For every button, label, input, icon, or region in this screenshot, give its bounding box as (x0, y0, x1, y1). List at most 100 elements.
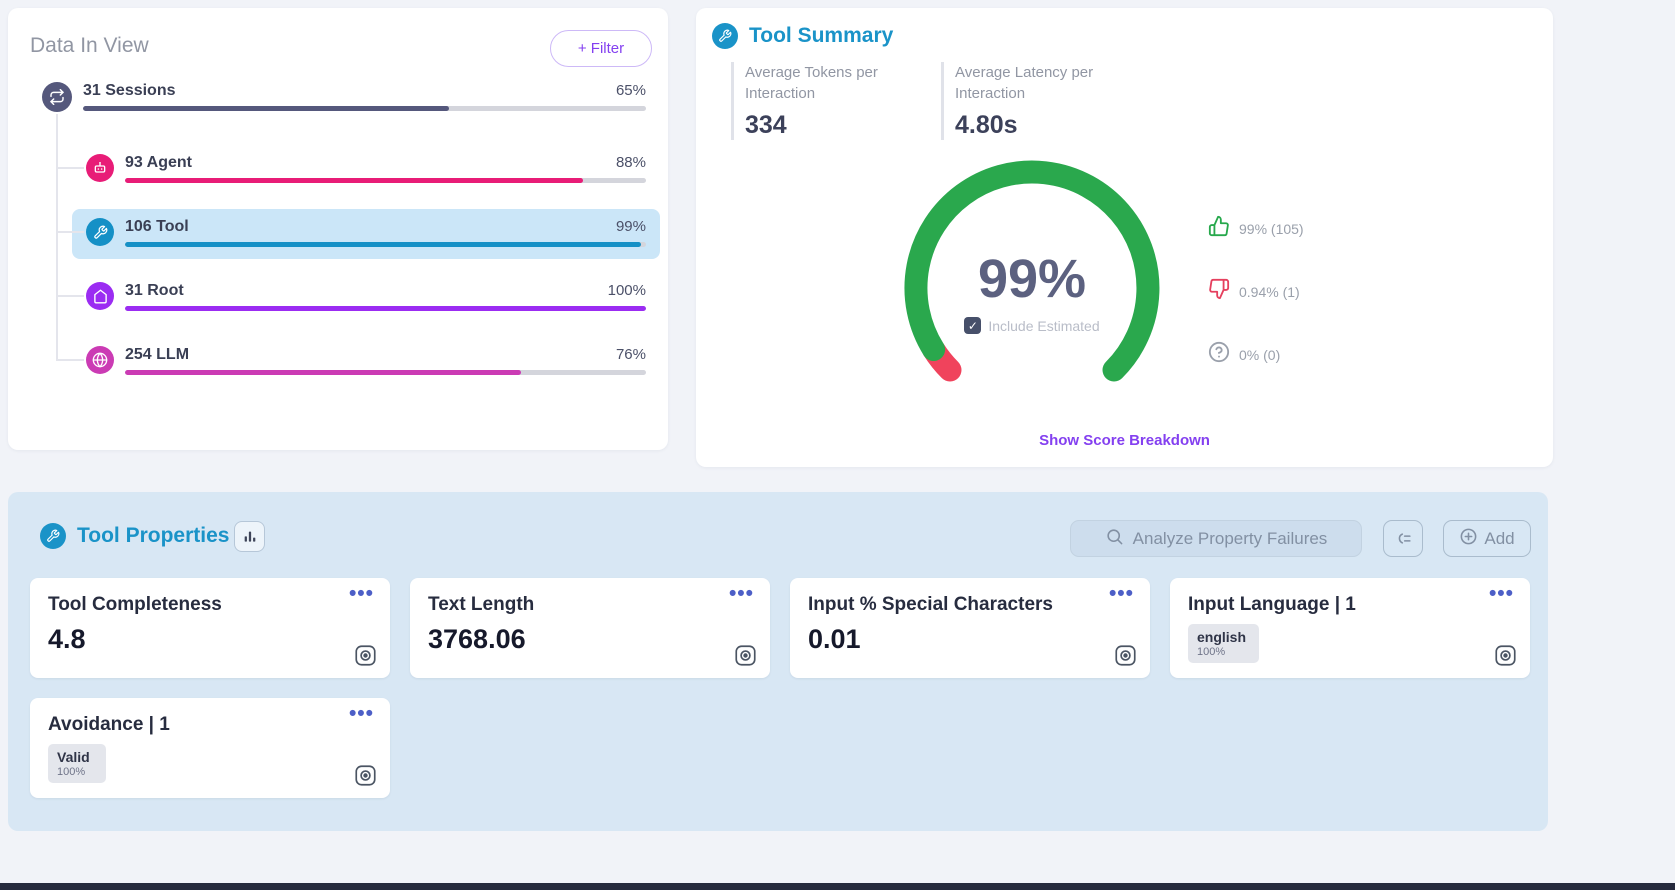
card-menu-button[interactable]: ••• (728, 582, 754, 605)
badge-label: english (1197, 629, 1247, 645)
property-metric-icon[interactable] (1115, 645, 1136, 666)
gauge-green-arc (904, 160, 1160, 382)
property-card-title: Input Language | 1 (1188, 594, 1356, 615)
bottom-window-edge (0, 883, 1675, 890)
root-icon (86, 282, 114, 310)
property-card-title: Tool Completeness (48, 594, 222, 615)
analyze-button-label: Analyze Property Failures (1132, 528, 1328, 548)
score-value: 99% (977, 249, 1087, 309)
property-card-text-length[interactable]: Text Length ••• 3768.06 (410, 578, 770, 678)
progress-track (83, 106, 646, 111)
progress-fill (125, 370, 521, 375)
card-menu-button[interactable]: ••• (348, 702, 374, 725)
property-card-tool-completeness[interactable]: Tool Completeness ••• 4.8 (30, 578, 390, 678)
data-in-view-title: Data In View (30, 34, 149, 57)
tree-row-percent: 99% (615, 218, 646, 235)
tool-icon (40, 523, 66, 549)
selected-row-highlight (72, 209, 660, 259)
tool-summary-panel: Tool Summary Average Tokens per Interact… (696, 8, 1553, 467)
tree-connector (56, 114, 58, 361)
feedback-unknown: 0% (0) (1208, 341, 1304, 368)
tree-row-tool[interactable]: 106 Tool 99% (86, 218, 646, 247)
property-card-title: Input % Special Characters (808, 594, 1053, 615)
card-menu-button[interactable]: ••• (1488, 582, 1514, 605)
llm-icon (86, 346, 114, 374)
badge-percent: 100% (57, 766, 86, 778)
tree-row-percent: 88% (615, 154, 646, 171)
property-card-input-special-characters[interactable]: Input % Special Characters ••• 0.01 (790, 578, 1150, 678)
show-score-breakdown-link[interactable]: Show Score Breakdown (1039, 432, 1210, 449)
include-estimated-label: Include Estimated (988, 317, 1100, 334)
tool-summary-title: Tool Summary (749, 24, 894, 47)
tool-properties-panel: Tool Properties Analyze Property Failure… (8, 492, 1548, 831)
property-card-value: 3768.06 (428, 624, 526, 654)
stat-value: 334 (745, 111, 787, 139)
tool-icon (712, 23, 738, 49)
filter-button[interactable]: + Filter (550, 30, 652, 67)
property-value-badge: Valid 100% (48, 744, 106, 783)
property-card-title: Avoidance | 1 (48, 714, 170, 735)
tree-connector (56, 295, 84, 297)
thumbs-down-icon (1208, 278, 1230, 305)
tool-summary-header: Tool Summary (712, 23, 893, 49)
feedback-legend: 99% (105) 0.94% (1) 0% (0) (1208, 215, 1304, 368)
card-menu-button[interactable]: ••• (1108, 582, 1134, 605)
list-collapse-icon[interactable] (1383, 520, 1423, 557)
add-property-button[interactable]: Add (1443, 520, 1531, 557)
feedback-label: 0.94% (1) (1239, 283, 1300, 300)
search-icon (1105, 527, 1124, 551)
progress-track (125, 306, 646, 311)
tree-row-label: 254 LLM (125, 346, 190, 363)
tool-icon (86, 218, 114, 246)
property-metric-icon[interactable] (1495, 645, 1516, 666)
badge-percent: 100% (1197, 646, 1226, 658)
stat-average-latency: Average Latency per Interaction 4.80s (941, 62, 1110, 140)
tree-row-label: 93 Agent (125, 154, 192, 171)
property-metric-icon[interactable] (355, 765, 376, 786)
tool-properties-title: Tool Properties (77, 524, 230, 547)
feedback-positive: 99% (105) (1208, 215, 1304, 242)
stat-label: Average Tokens per Interaction (745, 64, 878, 102)
tree-row-agent[interactable]: 93 Agent 88% (86, 154, 646, 183)
tree-row-percent: 100% (607, 282, 646, 299)
property-metric-icon[interactable] (355, 645, 376, 666)
stat-label: Average Latency per Interaction (955, 64, 1094, 102)
progress-track (125, 242, 646, 247)
feedback-negative: 0.94% (1) (1208, 278, 1304, 305)
tree-row-llm[interactable]: 254 LLM 76% (86, 346, 646, 375)
stat-value: 4.80s (955, 111, 1018, 139)
stat-average-tokens: Average Tokens per Interaction 334 (731, 62, 900, 140)
include-estimated-checkbox[interactable]: ✓ (964, 317, 982, 334)
tree-row-root[interactable]: 31 Root 100% (86, 282, 646, 311)
property-card-avoidance[interactable]: Avoidance | 1 ••• Valid 100% (30, 698, 390, 798)
tree-row-label: 31 Sessions (83, 82, 176, 99)
property-metric-icon[interactable] (735, 645, 756, 666)
progress-track (125, 370, 646, 375)
property-card-input-language[interactable]: Input Language | 1 ••• english 100% (1170, 578, 1530, 678)
property-card-value: 0.01 (808, 624, 861, 654)
progress-track (125, 178, 646, 183)
add-button-label: Add (1484, 528, 1515, 548)
property-card-value: 4.8 (48, 624, 86, 654)
plus-circle-icon (1459, 527, 1478, 551)
progress-fill (125, 178, 584, 183)
tree-row-percent: 65% (615, 82, 646, 99)
feedback-label: 0% (0) (1239, 346, 1281, 363)
tree-row-label: 31 Root (125, 282, 184, 299)
bar-chart-icon[interactable] (234, 521, 265, 552)
question-icon (1208, 341, 1230, 368)
analyze-property-failures-button[interactable]: Analyze Property Failures (1070, 520, 1362, 557)
tree-connector (56, 359, 84, 361)
tree-connector (56, 167, 84, 169)
tree-row-sessions[interactable]: 31 Sessions 65% (42, 82, 646, 112)
data-in-view-panel: Data In View + Filter 31 Sessions 65% 93… (8, 8, 668, 450)
thumbs-up-icon (1208, 215, 1230, 242)
card-menu-button[interactable]: ••• (348, 582, 374, 605)
tree-row-percent: 76% (615, 346, 646, 363)
agent-icon (86, 154, 114, 182)
sessions-icon (42, 82, 72, 112)
property-card-title: Text Length (428, 594, 535, 615)
progress-fill (125, 242, 641, 247)
tree-connector (56, 231, 84, 233)
property-value-badge: english 100% (1188, 624, 1260, 663)
